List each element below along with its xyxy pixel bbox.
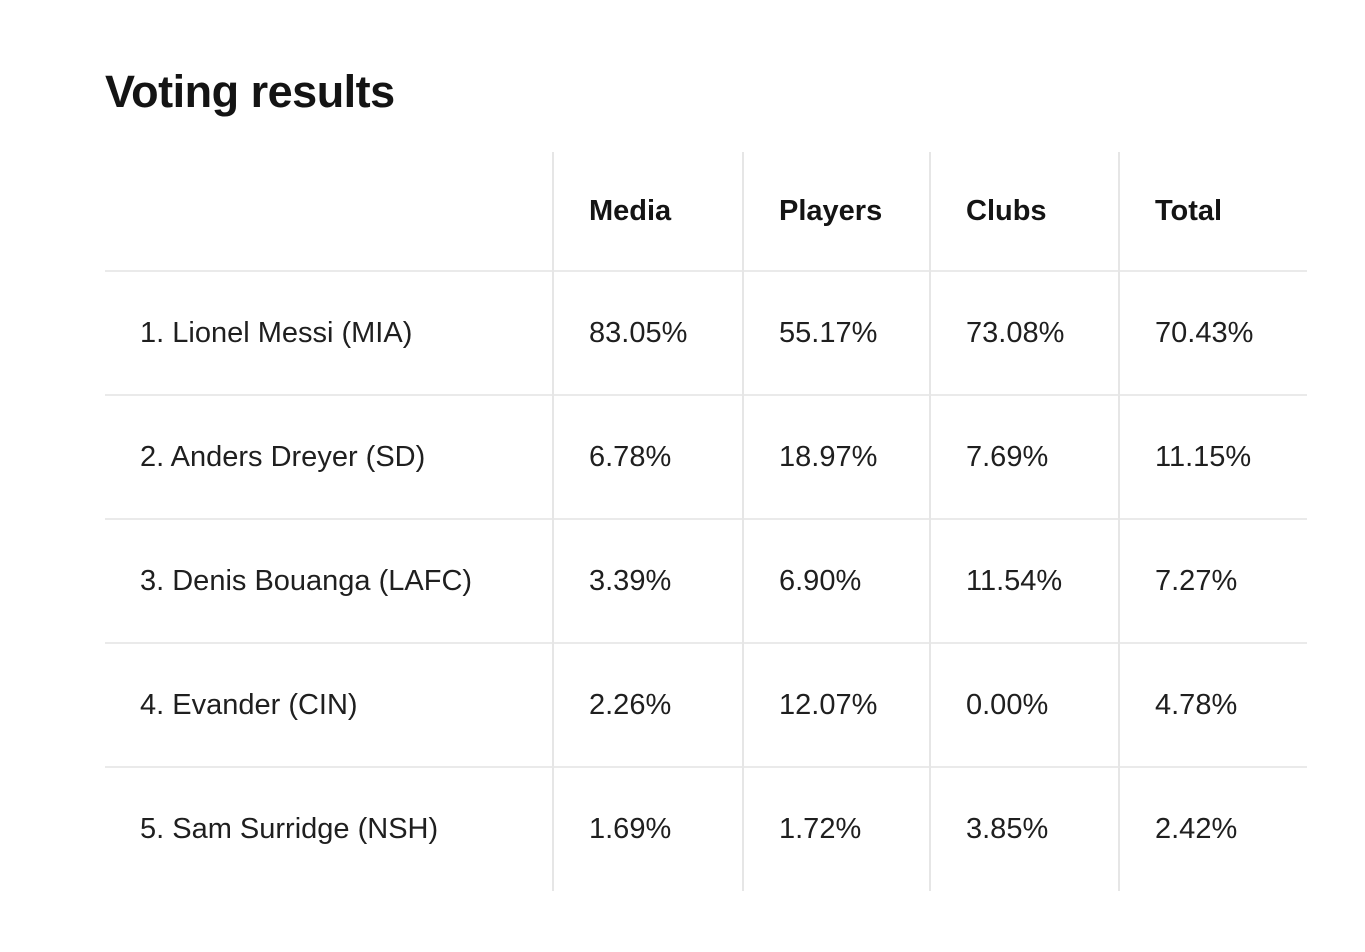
table-row: 4. Evander (CIN) 2.26% 12.07% 0.00% 4.78…	[105, 642, 1307, 767]
players-value-cell: 1.72%	[742, 766, 930, 891]
players-value-cell: 55.17%	[742, 270, 930, 395]
media-value-cell: 6.78%	[552, 394, 743, 519]
table-row: 5. Sam Surridge (NSH) 1.69% 1.72% 3.85% …	[105, 766, 1307, 891]
total-value-cell: 2.42%	[1118, 766, 1307, 891]
total-value-cell: 11.15%	[1118, 394, 1307, 519]
page-title: Voting results	[105, 66, 395, 117]
column-header-clubs: Clubs	[929, 152, 1119, 271]
media-value-cell: 1.69%	[552, 766, 743, 891]
column-header-media: Media	[552, 152, 743, 271]
players-value-cell: 18.97%	[742, 394, 930, 519]
player-name-cell: 1. Lionel Messi (MIA)	[105, 270, 553, 395]
column-header-players: Players	[742, 152, 930, 271]
table-row: 3. Denis Bouanga (LAFC) 3.39% 6.90% 11.5…	[105, 518, 1307, 643]
column-header-player	[105, 152, 553, 271]
players-value-cell: 6.90%	[742, 518, 930, 643]
clubs-value-cell: 0.00%	[929, 642, 1119, 767]
clubs-value-cell: 73.08%	[929, 270, 1119, 395]
table-header: Media Players Clubs Total	[105, 152, 1307, 271]
table-row: 1. Lionel Messi (MIA) 83.05% 55.17% 73.0…	[105, 270, 1307, 395]
media-value-cell: 2.26%	[552, 642, 743, 767]
column-header-total: Total	[1118, 152, 1307, 271]
player-name-cell: 3. Denis Bouanga (LAFC)	[105, 518, 553, 643]
clubs-value-cell: 11.54%	[929, 518, 1119, 643]
clubs-value-cell: 7.69%	[929, 394, 1119, 519]
table-body: 1. Lionel Messi (MIA) 83.05% 55.17% 73.0…	[105, 270, 1307, 891]
header-row: Media Players Clubs Total	[105, 152, 1307, 271]
players-value-cell: 12.07%	[742, 642, 930, 767]
player-name-cell: 5. Sam Surridge (NSH)	[105, 766, 553, 891]
table-row: 2. Anders Dreyer (SD) 6.78% 18.97% 7.69%…	[105, 394, 1307, 519]
media-value-cell: 3.39%	[552, 518, 743, 643]
player-name-cell: 4. Evander (CIN)	[105, 642, 553, 767]
clubs-value-cell: 3.85%	[929, 766, 1119, 891]
player-name-cell: 2. Anders Dreyer (SD)	[105, 394, 553, 519]
total-value-cell: 4.78%	[1118, 642, 1307, 767]
total-value-cell: 7.27%	[1118, 518, 1307, 643]
media-value-cell: 83.05%	[552, 270, 743, 395]
voting-results-table: Media Players Clubs Total 1. Lionel Mess…	[105, 152, 1307, 891]
total-value-cell: 70.43%	[1118, 270, 1307, 395]
